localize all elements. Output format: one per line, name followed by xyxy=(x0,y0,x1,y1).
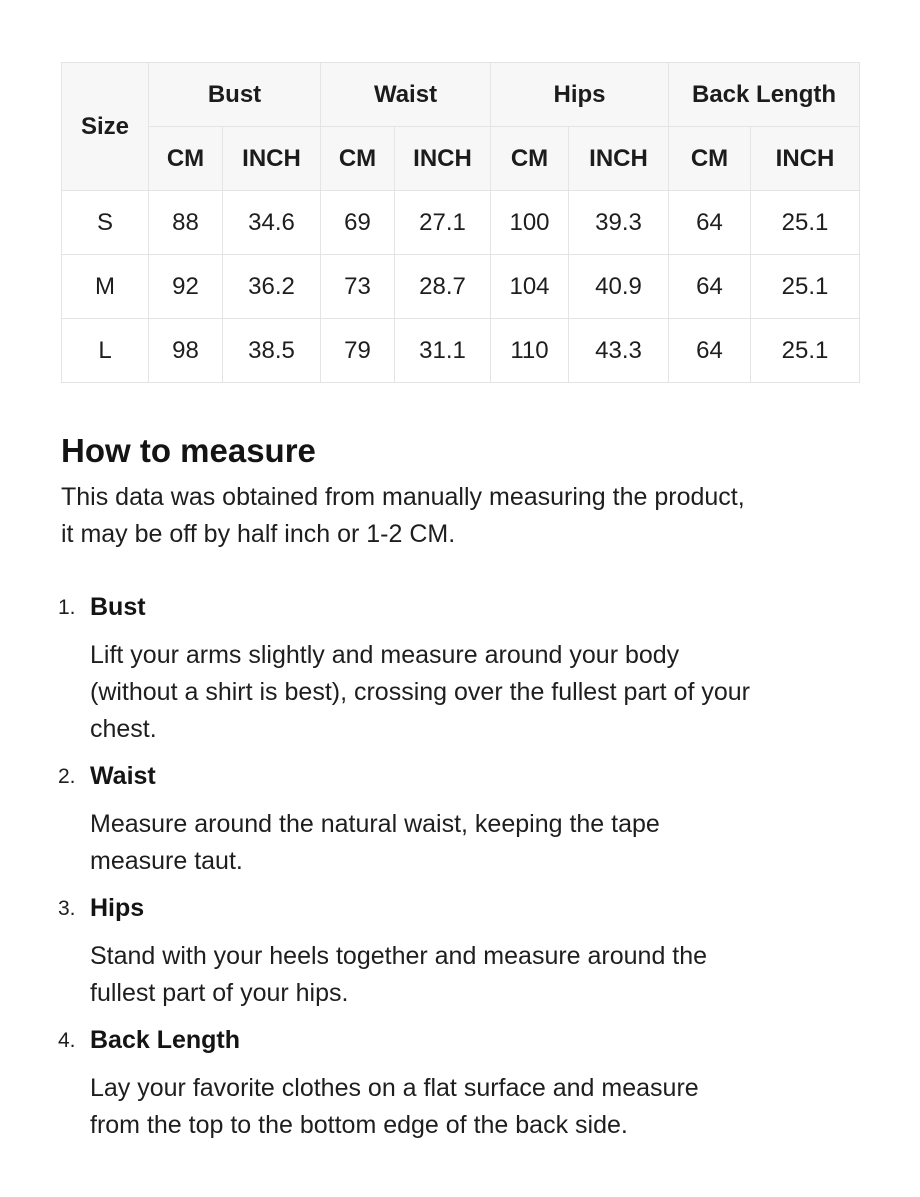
value-cell: 34.6 xyxy=(222,190,321,255)
value-cell: 64 xyxy=(668,318,752,383)
table-row-size-m: M 92 36.2 73 28.7 104 40.9 64 25.1 xyxy=(61,254,861,319)
unit-header-bust-inch: INCH xyxy=(222,126,321,191)
how-to-measure-title: How to measure xyxy=(61,432,316,469)
table-unit-header-row: CM INCH CM INCH CM INCH CM INCH xyxy=(62,126,861,191)
value-cell: 25.1 xyxy=(750,254,861,319)
value-cell: 31.1 xyxy=(394,318,491,383)
group-header-waist: Waist xyxy=(320,62,491,127)
size-column-header: Size xyxy=(61,62,149,191)
measure-intro-paragraph: This data was obtained from manually mea… xyxy=(61,483,745,548)
value-cell: 25.1 xyxy=(750,190,861,255)
value-cell: 110 xyxy=(490,318,569,383)
step-number: 2. xyxy=(58,765,76,788)
value-cell: 43.3 xyxy=(567,318,670,383)
group-header-hips: Hips xyxy=(489,62,670,127)
value-cell: 79 xyxy=(320,318,395,383)
unit-header-back-length-inch: INCH xyxy=(750,126,861,191)
size-chart-table: Size Bust Waist Hips Back Length CM INCH… xyxy=(61,62,861,383)
table-group-header-row: Size Bust Waist Hips Back Length xyxy=(61,62,861,191)
size-cell: M xyxy=(61,254,149,319)
value-cell: 64 xyxy=(668,254,752,319)
step-title: Hips xyxy=(90,894,145,922)
measure-step-hips: 3. Hips Stand with your heels together a… xyxy=(58,890,859,1012)
step-description: Stand with your heels together and measu… xyxy=(90,942,708,1007)
unit-header-waist-cm: CM xyxy=(320,126,395,191)
value-cell: 28.7 xyxy=(394,254,491,319)
table-row-size-l: L 98 38.5 79 31.1 110 43.3 64 25.1 xyxy=(61,318,861,383)
value-cell: 98 xyxy=(148,318,223,383)
value-cell: 39.3 xyxy=(567,190,670,255)
value-cell: 88 xyxy=(148,190,223,255)
value-cell: 27.1 xyxy=(394,190,491,255)
measure-step-bust: 1. Bust Lift your arms slightly and meas… xyxy=(58,589,859,748)
step-number: 4. xyxy=(58,1029,76,1052)
measure-steps-list: 1. Bust Lift your arms slightly and meas… xyxy=(58,589,859,1144)
value-cell: 73 xyxy=(320,254,395,319)
step-title: Back Length xyxy=(90,1026,241,1054)
value-cell: 36.2 xyxy=(222,254,321,319)
unit-header-waist-inch: INCH xyxy=(394,126,491,191)
step-title: Bust xyxy=(90,593,146,621)
value-cell: 104 xyxy=(490,254,569,319)
value-cell: 40.9 xyxy=(567,254,670,319)
value-cell: 92 xyxy=(148,254,223,319)
step-number: 3. xyxy=(58,897,76,920)
size-cell: S xyxy=(61,190,149,255)
group-header-bust: Bust xyxy=(148,62,321,127)
step-description: Lay your favorite clothes on a flat surf… xyxy=(90,1074,699,1139)
measure-step-waist: 2. Waist Measure around the natural wais… xyxy=(58,758,859,880)
value-cell: 25.1 xyxy=(750,318,861,383)
unit-header-hips-inch: INCH xyxy=(567,126,670,191)
step-title: Waist xyxy=(90,762,156,790)
value-cell: 69 xyxy=(320,190,395,255)
unit-header-back-length-cm: CM xyxy=(668,126,752,191)
group-header-back-length: Back Length xyxy=(668,62,861,127)
step-description: Measure around the natural waist, keepin… xyxy=(90,810,660,875)
size-cell: L xyxy=(61,318,149,383)
table-row-size-s: S 88 34.6 69 27.1 100 39.3 64 25.1 xyxy=(61,190,861,255)
value-cell: 100 xyxy=(490,190,569,255)
value-cell: 38.5 xyxy=(222,318,321,383)
step-description: Lift your arms slightly and measure arou… xyxy=(90,641,750,743)
measure-step-back-length: 4. Back Length Lay your favorite clothes… xyxy=(58,1022,859,1144)
unit-header-bust-cm: CM xyxy=(148,126,223,191)
step-number: 1. xyxy=(58,596,76,619)
unit-header-hips-cm: CM xyxy=(490,126,569,191)
value-cell: 64 xyxy=(668,190,752,255)
